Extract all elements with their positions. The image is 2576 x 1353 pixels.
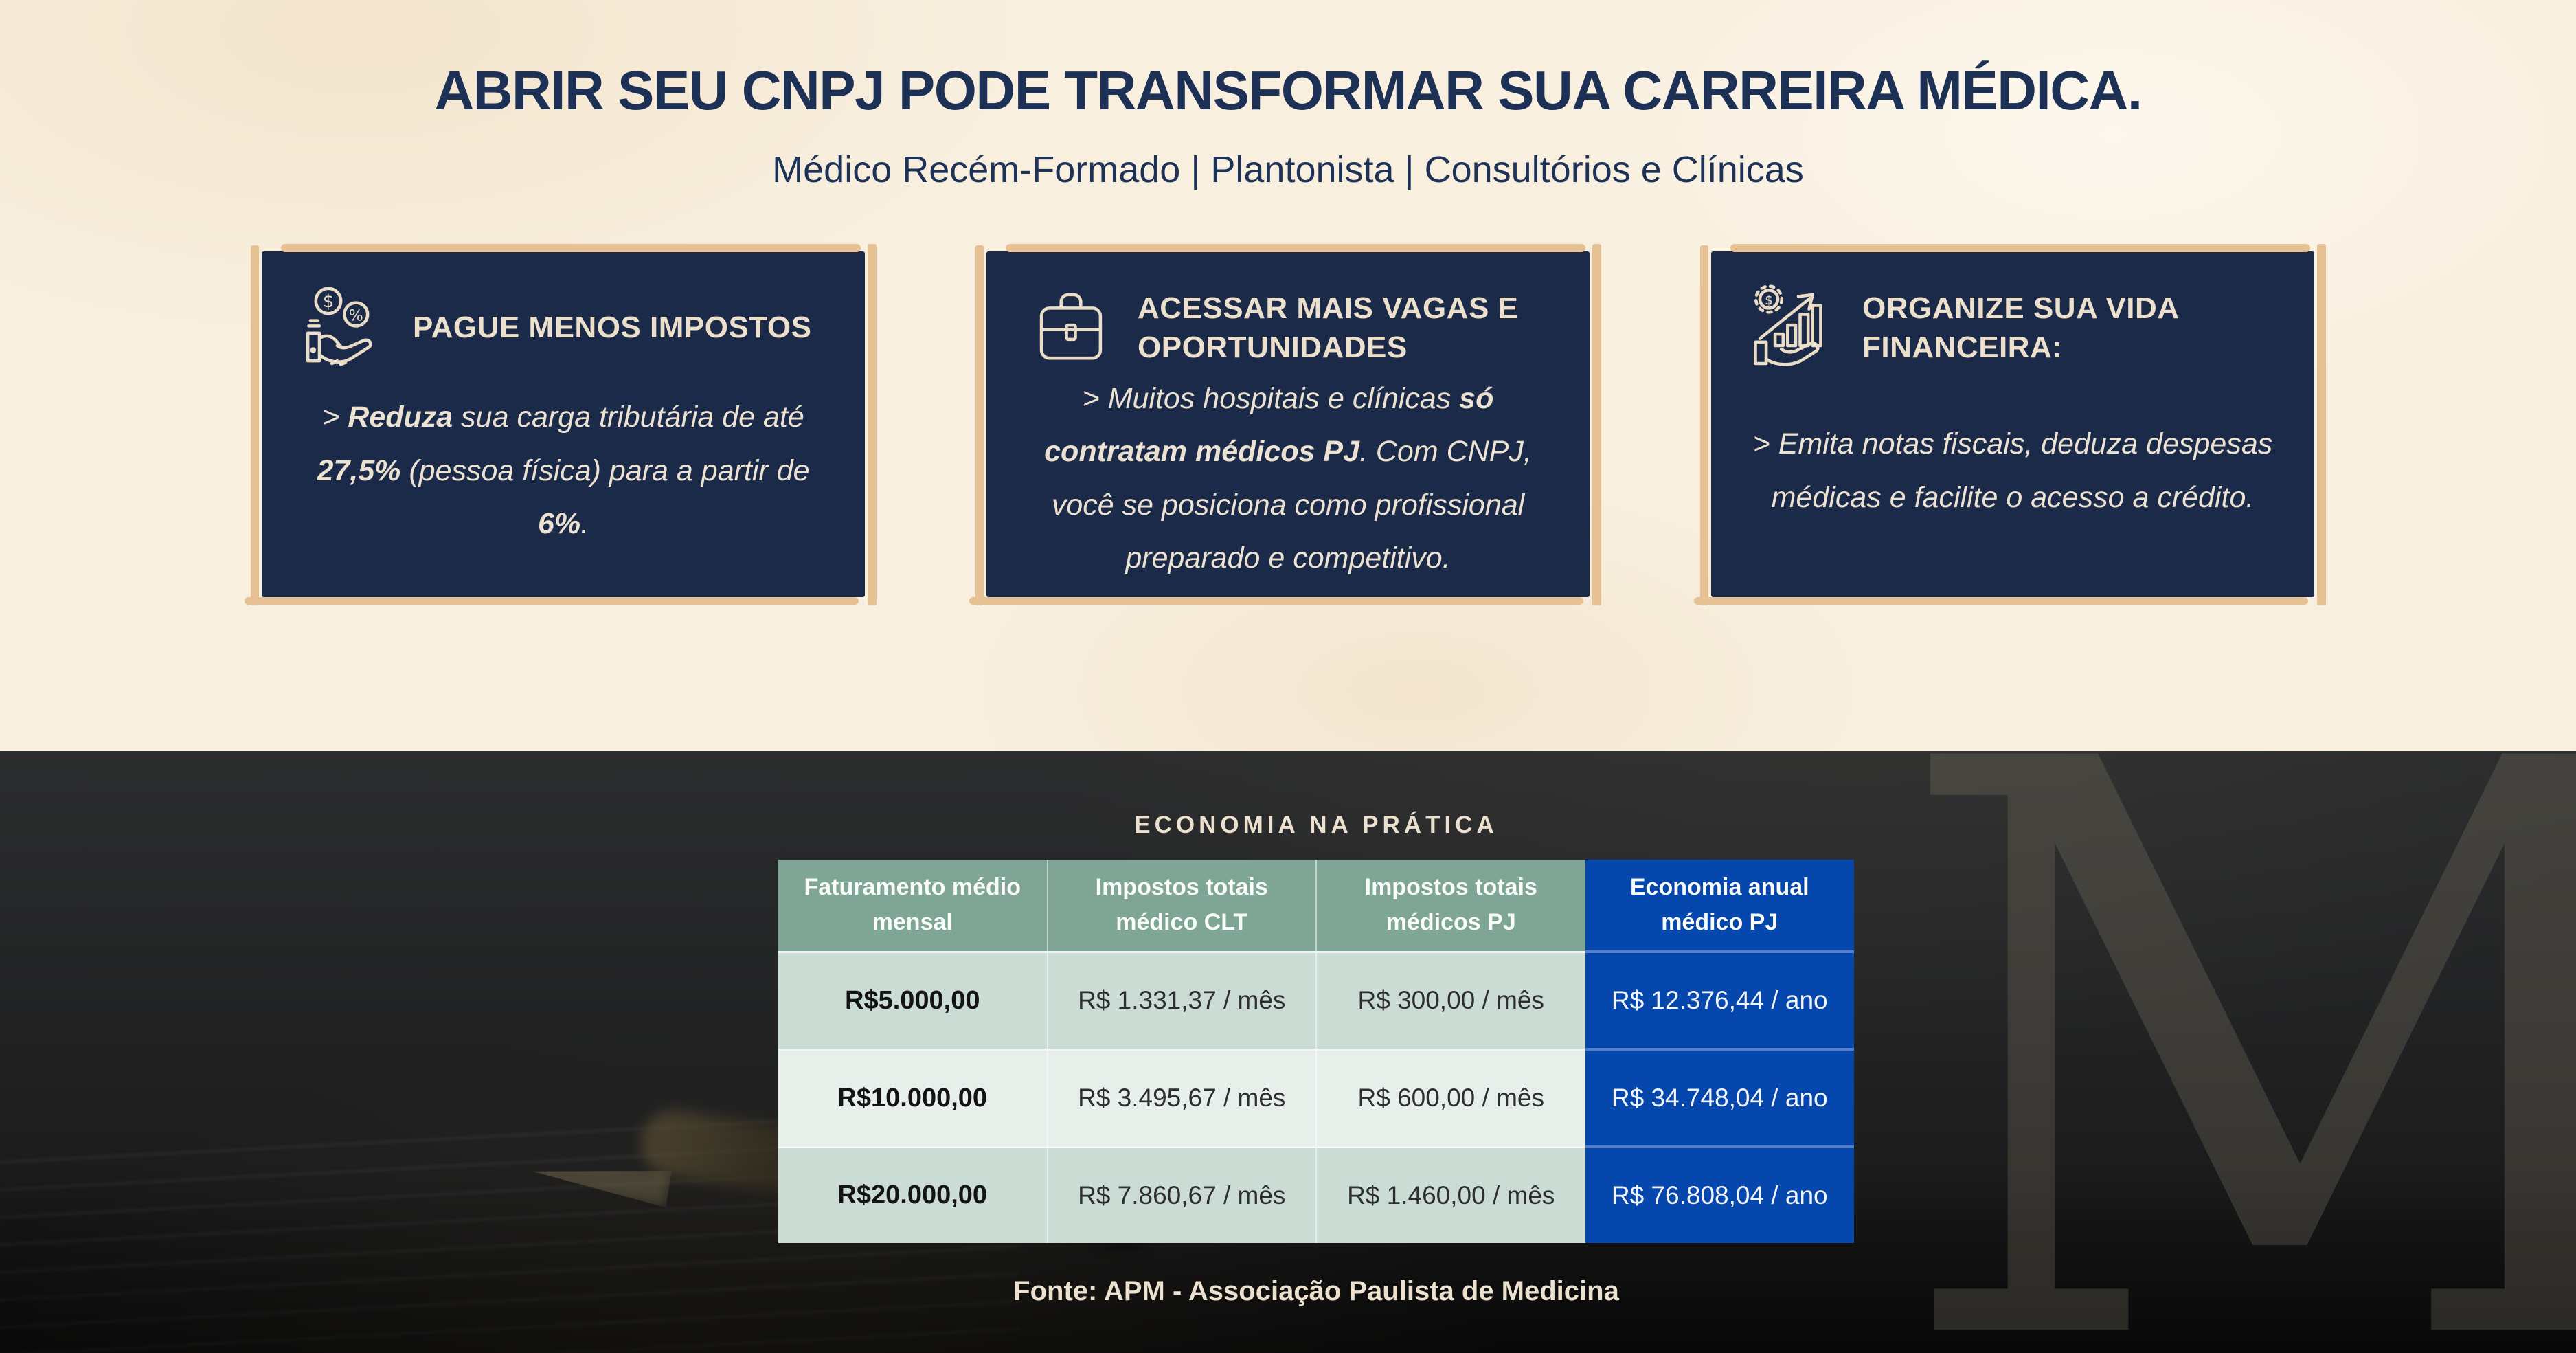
table-row: R$10.000,00 R$ 3.495,67 / mês R$ 600,00 / … — [778, 1048, 1854, 1147]
page-subtitle: Médico Recém-Formado | Plantonista | Con… — [772, 149, 1804, 190]
card-body-text: . Com CNPJ, você se posiciona como profi… — [1051, 435, 1532, 575]
savings-table: Faturamento médio mensal Impostos totais … — [778, 860, 1854, 1243]
card-body: > Emita notas fiscais, deduza despesas m… — [1751, 372, 2274, 570]
card-body-emphasis: Reduza — [348, 401, 453, 434]
card-frame-bar — [251, 245, 259, 605]
card-frame-bar — [1006, 244, 1585, 252]
column-header: Impostos totais médico CLT — [1046, 860, 1316, 952]
table-cell: R$ 7.860,67 / mês — [1046, 1145, 1316, 1243]
card-frame-bar — [245, 597, 859, 605]
savings-cell: R$ 12.376,44 / ano — [1585, 950, 1854, 1049]
column-header: Economia anual médico PJ — [1585, 860, 1854, 952]
card-body-text: > Emita notas fiscais, deduza despesas m… — [1752, 427, 2273, 514]
table-cell: R$5.000,00 — [778, 950, 1048, 1049]
card-body: > Reduza sua carga tributária de até 27,… — [302, 372, 825, 570]
card-body-text: . — [580, 507, 589, 541]
source-note: Fonte: APM - Associação Paulista de Medi… — [1013, 1276, 1619, 1306]
benefit-card: $ ORGANIZE SUA VIDA FINANCEIRA: > Emita n… — [1694, 244, 2326, 605]
card-frame-bar — [2317, 244, 2326, 605]
card-frame-bar — [281, 244, 861, 252]
card-header: $ ORGANIZE SUA VIDA FINANCEIRA: — [1751, 283, 2274, 372]
card-frame-bar — [868, 244, 877, 605]
svg-text:$: $ — [323, 291, 335, 312]
table-row: R$20.000,00 R$ 7.860,67 / mês R$ 1.460,00 … — [778, 1145, 1854, 1243]
card-body: > Muitos hospitais e clínicas só contrat… — [1026, 372, 1550, 585]
card-body-text: (pessoa física) para a partir de — [400, 454, 810, 487]
benefit-card: ACESSAR MAIS VAGAS E OPORTUNIDADES > Muit… — [969, 244, 1601, 605]
card-frame-bar — [975, 245, 984, 605]
table-cell: R$ 3.495,67 / mês — [1046, 1048, 1316, 1147]
table-header-row: Faturamento médio mensal Impostos totais … — [778, 860, 1854, 952]
hand-coins-icon: $ % — [302, 283, 391, 372]
card-title: PAGUE MENOS IMPOSTOS — [413, 311, 812, 345]
svg-text:%: % — [349, 307, 363, 325]
economy-section: M ECONOMIA NA PRÁTICA Faturamento médio … — [0, 751, 2576, 1353]
card-header: $ % PAGUE MENOS IMPOSTOS — [302, 283, 825, 372]
column-header: Impostos totais médicos PJ — [1315, 860, 1585, 952]
hand-chart-growth-icon: $ — [1751, 283, 1840, 372]
card-frame-bar — [1592, 244, 1601, 605]
monogram-watermark: M — [1890, 751, 2576, 1353]
card-frame-bar — [1700, 245, 1708, 605]
card-body-text: > — [322, 401, 348, 434]
table-cell: R$ 300,00 / mês — [1315, 950, 1585, 1049]
card-body-emphasis: só contratam médicos PJ — [1044, 382, 1494, 469]
card-frame-bar — [1730, 244, 2310, 252]
card-body-emphasis: 27,5% — [317, 454, 401, 487]
card-body-text: > Muitos hospitais e clínicas — [1082, 382, 1460, 415]
card-header: ACESSAR MAIS VAGAS E OPORTUNIDADES — [1026, 283, 1550, 372]
svg-text:$: $ — [1765, 293, 1773, 308]
table-cell: R$ 600,00 / mês — [1315, 1048, 1585, 1147]
table-cell: R$ 1.460,00 / mês — [1315, 1145, 1585, 1243]
benefit-cards: $ % PAGUE MENOS IMPOSTOS > Reduza sua car… — [0, 244, 2576, 605]
table-row: R$5.000,00 R$ 1.331,37 / mês R$ 300,00 / m… — [778, 950, 1854, 1049]
card-body-emphasis: 6% — [537, 507, 581, 541]
savings-cell: R$ 76.808,04 / ano — [1585, 1145, 1854, 1243]
page-title: ABRIR SEU CNPJ PODE TRANSFORMAR SUA CARR… — [434, 60, 2143, 121]
hero-section: ABRIR SEU CNPJ PODE TRANSFORMAR SUA CARR… — [0, 59, 2576, 751]
table-cell: R$10.000,00 — [778, 1048, 1048, 1147]
card-frame-bar — [969, 597, 1583, 605]
benefit-card: $ % PAGUE MENOS IMPOSTOS > Reduza sua car… — [245, 244, 877, 605]
card-frame-bar — [1694, 597, 2308, 605]
column-header: Faturamento médio mensal — [778, 860, 1048, 952]
briefcase-icon — [1026, 283, 1116, 372]
economy-heading: ECONOMIA NA PRÁTICA — [1134, 812, 1498, 838]
savings-cell: R$ 34.748,04 / ano — [1585, 1048, 1854, 1147]
card-title: ORGANIZE SUA VIDA FINANCEIRA: — [1862, 291, 2178, 364]
card-title: ACESSAR MAIS VAGAS E OPORTUNIDADES — [1138, 291, 1519, 364]
table-cell: R$ 1.331,37 / mês — [1046, 950, 1316, 1049]
table-cell: R$20.000,00 — [778, 1145, 1048, 1243]
card-body-text: sua carga tributária de até — [453, 401, 804, 434]
economy-content: ECONOMIA NA PRÁTICA Faturamento médio me… — [28, 751, 2576, 1307]
